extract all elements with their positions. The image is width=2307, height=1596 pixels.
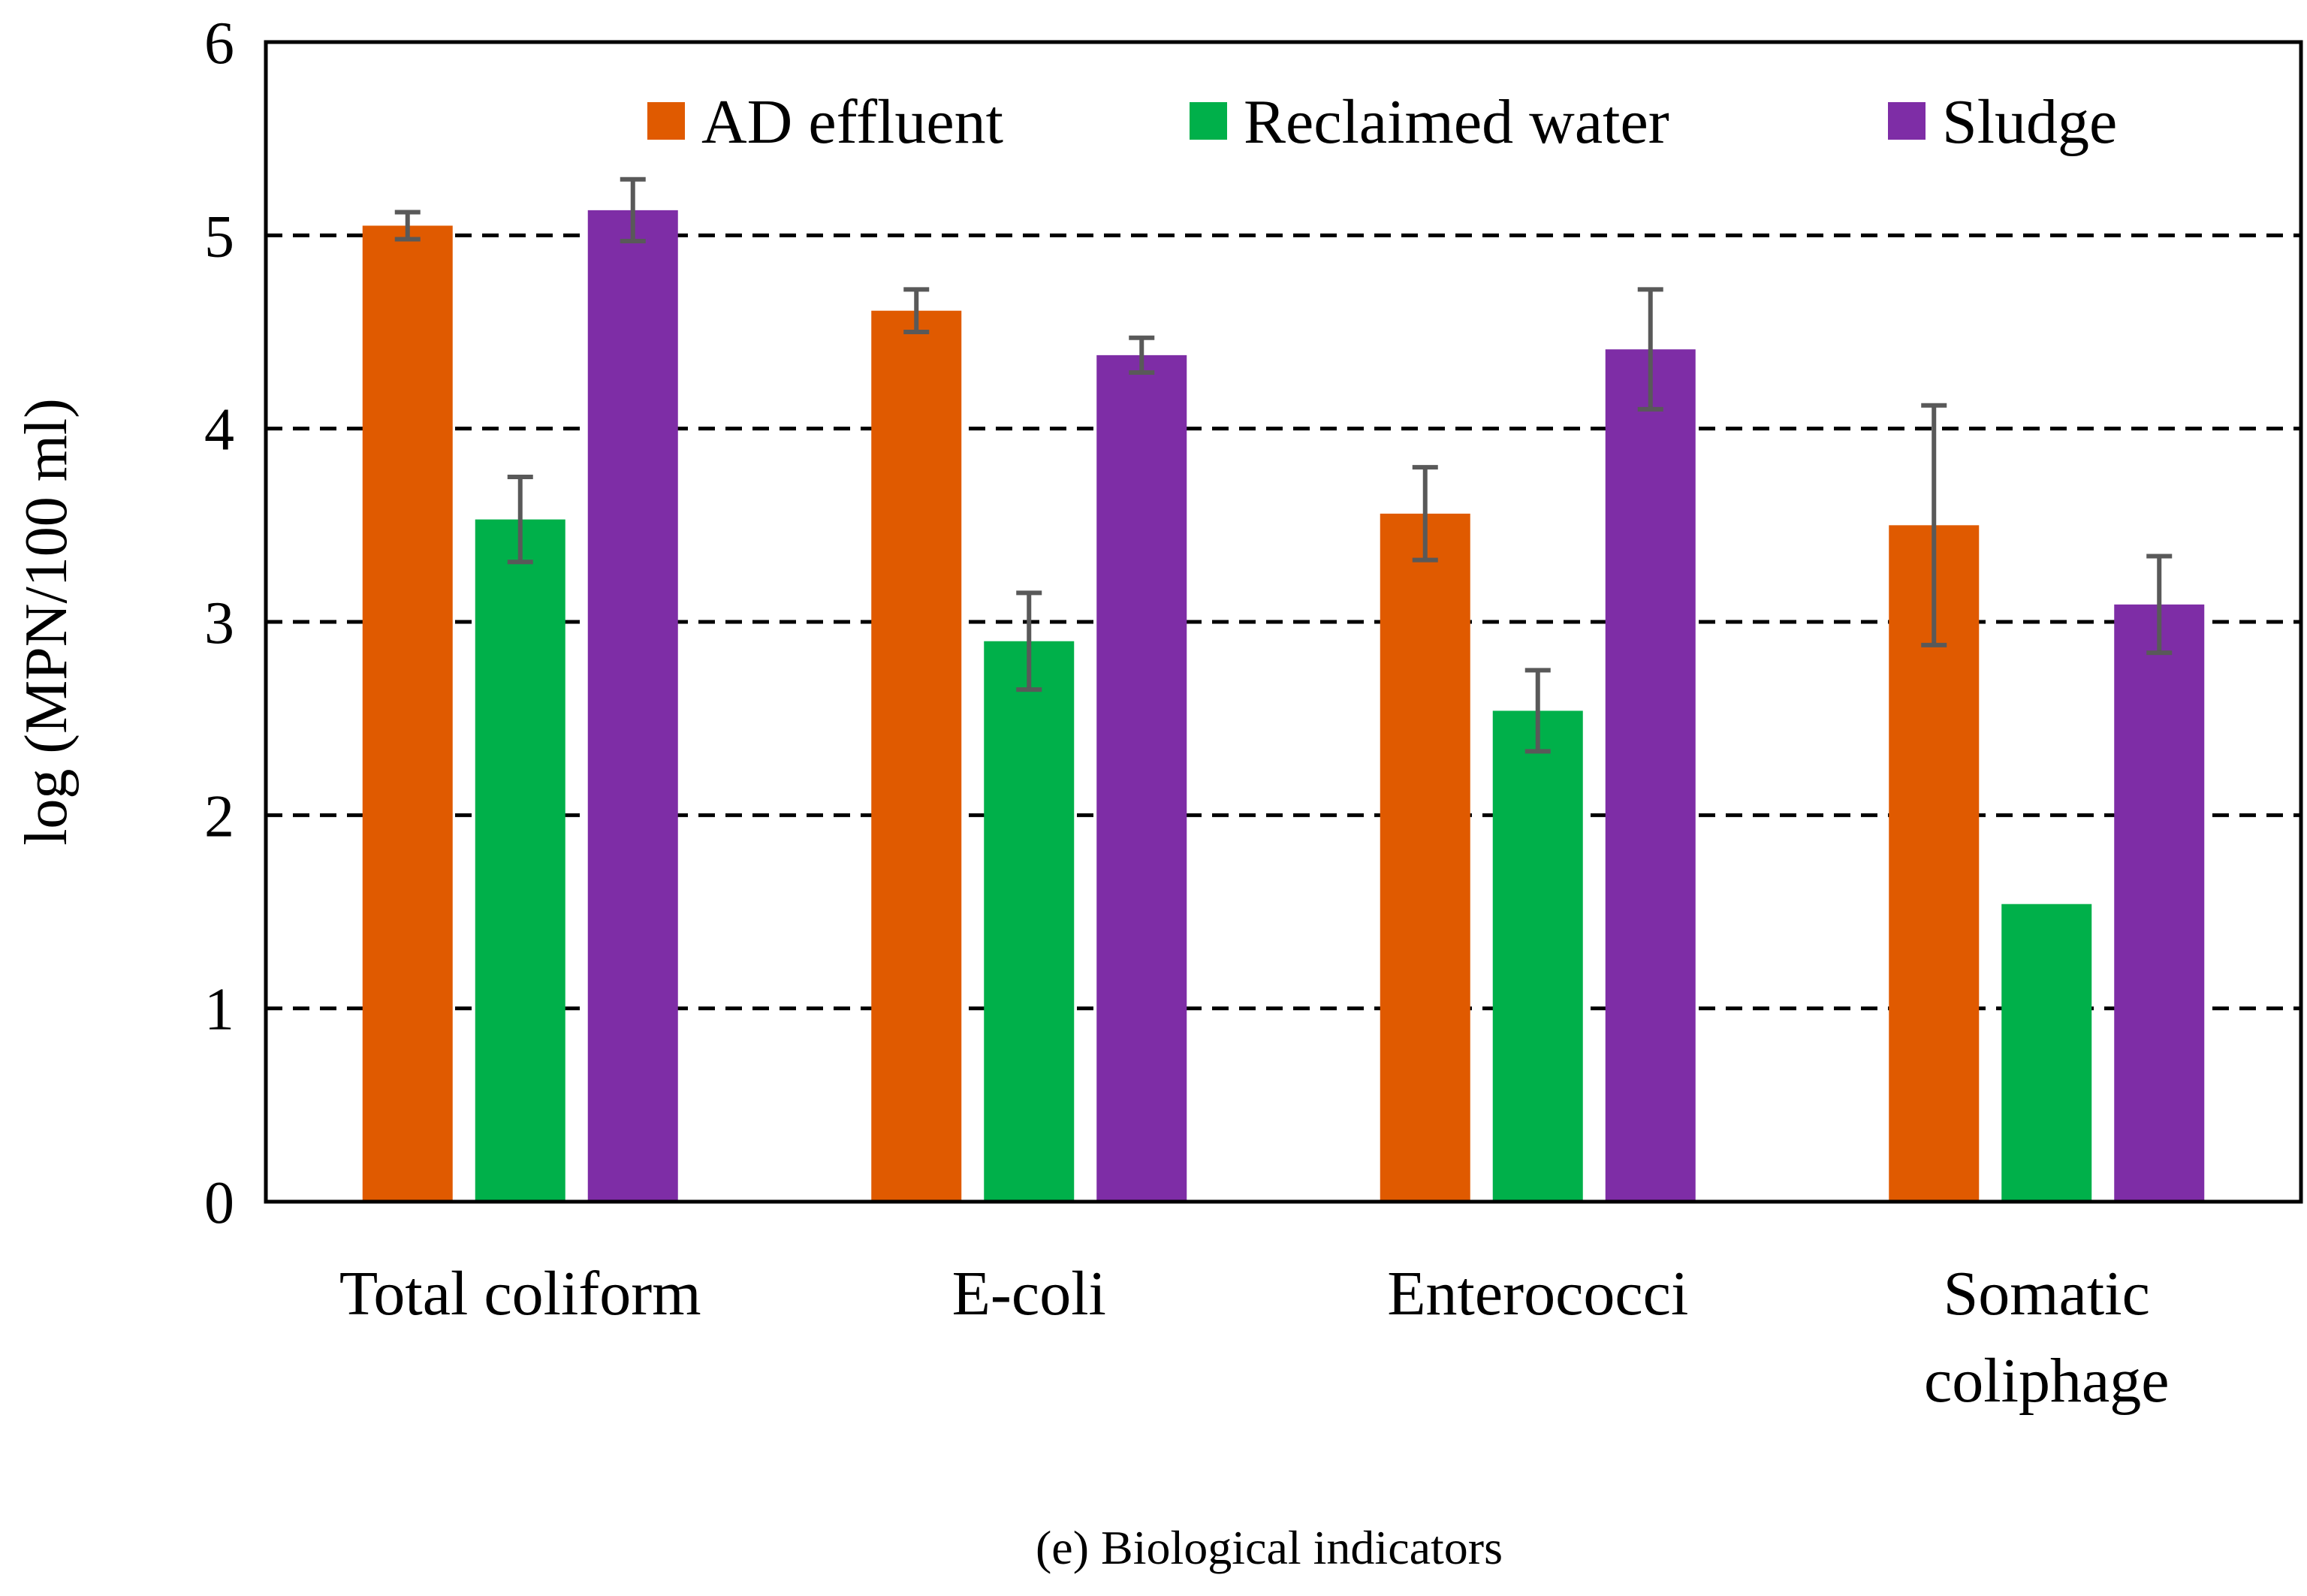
bar-sludge <box>1096 354 1187 1202</box>
plot-frame <box>264 40 2303 1204</box>
y-tick-label: 1 <box>204 977 234 1043</box>
x-category-label: Somatic coliphage <box>1924 1259 2170 1416</box>
bar-reclaimed-water <box>984 641 1075 1202</box>
legend: AD effluent Reclaimed water Sludge <box>647 87 2117 157</box>
y-axis-ticks: 0 1 2 3 4 5 6 <box>204 11 234 1236</box>
y-tick-label: 6 <box>204 11 234 77</box>
y-tick-label: 2 <box>204 783 234 849</box>
bar-sludge <box>2114 604 2205 1202</box>
x-axis-category-labels: Total coliform E-coli Enterococci Somatic co… <box>339 1259 2170 1416</box>
y-axis-label: log (MPN/100 ml) <box>14 398 80 846</box>
legend-swatch <box>1888 102 1926 140</box>
y-tick-label: 5 <box>204 204 234 270</box>
y-tick-label: 0 <box>204 1170 234 1236</box>
bar-sludge <box>587 210 678 1202</box>
x-category-label: Enterococci <box>1387 1259 1688 1329</box>
figure-caption: (e) Biological indicators <box>1036 1521 1503 1574</box>
legend-swatch <box>1190 102 1227 140</box>
x-category-label: E-coli <box>952 1259 1106 1329</box>
bar-sludge <box>1605 349 1696 1202</box>
bar-ad-effluent <box>1380 513 1470 1202</box>
y-tick-label: 3 <box>204 590 234 656</box>
legend-label: Reclaimed water <box>1244 87 1669 157</box>
y-tick-label: 4 <box>204 397 234 463</box>
legend-label: Sludge <box>1942 87 2117 157</box>
bars <box>362 210 2205 1202</box>
bar-reclaimed-water <box>1492 711 1583 1202</box>
x-category-label: Total coliform <box>339 1259 701 1329</box>
legend-swatch <box>647 102 685 140</box>
bar-ad-effluent <box>871 310 962 1202</box>
bar-ad-effluent <box>362 225 453 1202</box>
bar-reclaimed-water <box>475 519 565 1202</box>
bar-reclaimed-water <box>2001 904 2092 1202</box>
legend-label: AD effluent <box>701 87 1003 157</box>
error-bars <box>394 176 2173 754</box>
gridlines <box>266 233 2301 1011</box>
